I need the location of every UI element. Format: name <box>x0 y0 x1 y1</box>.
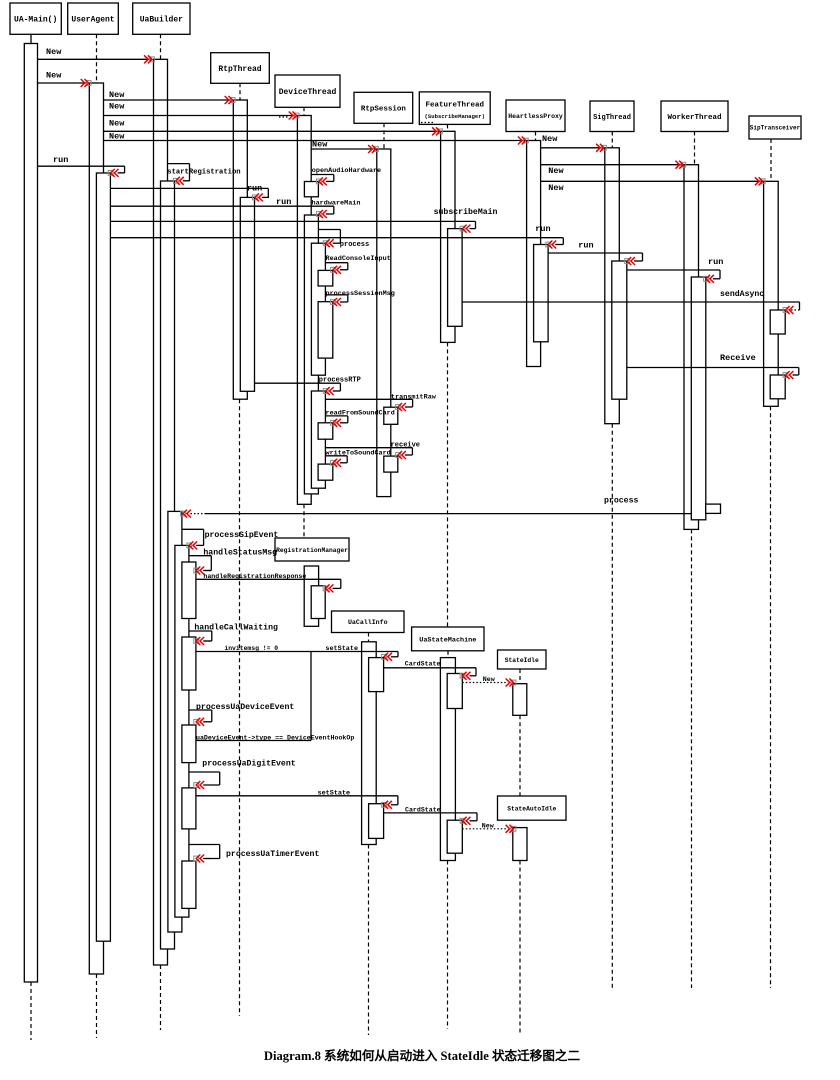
svg-text:ReadConsoleInput: ReadConsoleInput <box>326 255 391 263</box>
svg-text:DeviceThread: DeviceThread <box>279 88 337 97</box>
svg-text:transmitRaw: transmitRaw <box>391 393 437 401</box>
svg-text:New: New <box>542 134 558 144</box>
svg-text:handleCallWaiting: handleCallWaiting <box>194 623 278 633</box>
svg-text:startRegistration: startRegistration <box>167 169 240 177</box>
svg-text:processUaDigitEvent: processUaDigitEvent <box>202 759 295 769</box>
svg-text:run: run <box>247 184 262 194</box>
svg-text:receive: receive <box>391 441 420 449</box>
svg-text:SipTransceiver: SipTransceiver <box>750 125 801 132</box>
svg-text:handleStatusMsg: handleStatusMsg <box>203 547 277 557</box>
svg-text:WorkerThread: WorkerThread <box>667 114 721 122</box>
svg-text:RegistrationManager: RegistrationManager <box>276 547 348 554</box>
svg-text:New: New <box>109 102 125 112</box>
svg-text:readFromSoundCard: readFromSoundCard <box>326 410 395 418</box>
svg-text:UaStateMachine: UaStateMachine <box>419 636 476 644</box>
svg-text:processUaDeviceEvent: processUaDeviceEvent <box>196 702 294 712</box>
svg-text:processRTP: processRTP <box>319 376 361 384</box>
svg-text:setState: setState <box>318 790 351 798</box>
svg-text:processSessionMsg: processSessionMsg <box>326 290 395 298</box>
svg-text:processSipEvent: processSipEvent <box>205 530 279 540</box>
svg-text:handleRegistrationResponse: handleRegistrationResponse <box>203 573 306 580</box>
svg-text:Diagram.8 系统如何从启动进入 StateIdle: Diagram.8 系统如何从启动进入 StateIdle 状态迁移图之二 <box>264 1048 581 1063</box>
svg-text:UaBuilder: UaBuilder <box>140 16 183 25</box>
svg-text:New: New <box>548 183 564 193</box>
svg-text:UA-Main(): UA-Main() <box>14 16 57 25</box>
svg-text:New: New <box>46 47 62 57</box>
svg-text:StateAutoIdle: StateAutoIdle <box>507 805 556 812</box>
svg-text:(SubscribeManager): (SubscribeManager) <box>425 113 485 120</box>
svg-text:New: New <box>109 90 125 100</box>
svg-text:openAudioHardware: openAudioHardware <box>312 167 381 175</box>
svg-text:New: New <box>312 140 328 150</box>
svg-text:setState: setState <box>325 645 358 653</box>
svg-text:UaCallInfo: UaCallInfo <box>348 619 388 626</box>
svg-text:run: run <box>708 257 723 267</box>
svg-text:RtpThread: RtpThread <box>218 65 261 74</box>
svg-text:run: run <box>535 224 550 234</box>
svg-text:New: New <box>482 822 494 829</box>
svg-text:New: New <box>109 119 125 129</box>
svg-text:StateIdle: StateIdle <box>505 657 539 664</box>
svg-text:processUaTimerEvent: processUaTimerEvent <box>226 849 319 859</box>
svg-text:New: New <box>109 132 125 142</box>
svg-text:run: run <box>276 197 291 207</box>
svg-text:run: run <box>53 155 68 165</box>
svg-text:invitemsg != 0: invitemsg != 0 <box>224 645 278 652</box>
svg-text:New: New <box>483 676 495 683</box>
svg-text:New: New <box>46 71 62 81</box>
svg-text:CardState: CardState <box>405 807 441 814</box>
svg-text:SigThread: SigThread <box>593 114 631 122</box>
svg-text:CardState: CardState <box>405 661 441 668</box>
svg-text:UserAgent: UserAgent <box>71 16 114 25</box>
svg-text:process: process <box>340 241 369 249</box>
svg-text:writeToSoundCard: writeToSoundCard <box>326 450 391 458</box>
svg-text:Receive: Receive <box>720 353 756 363</box>
svg-text:HeartlessProxy: HeartlessProxy <box>508 113 563 120</box>
svg-text:subscribeMain: subscribeMain <box>434 207 498 217</box>
svg-text:uaDeviceEvent->type == DeviceE: uaDeviceEvent->type == DeviceEventHookOp <box>196 735 354 742</box>
svg-text:RtpSession: RtpSession <box>361 106 407 114</box>
svg-text:run: run <box>578 241 593 251</box>
svg-text:New: New <box>548 166 564 176</box>
svg-text:sendAsync: sendAsync <box>720 289 764 299</box>
svg-text:process: process <box>604 497 638 506</box>
svg-text:FeatureThread: FeatureThread <box>425 102 484 110</box>
svg-text:hardwareMain: hardwareMain <box>312 199 361 207</box>
